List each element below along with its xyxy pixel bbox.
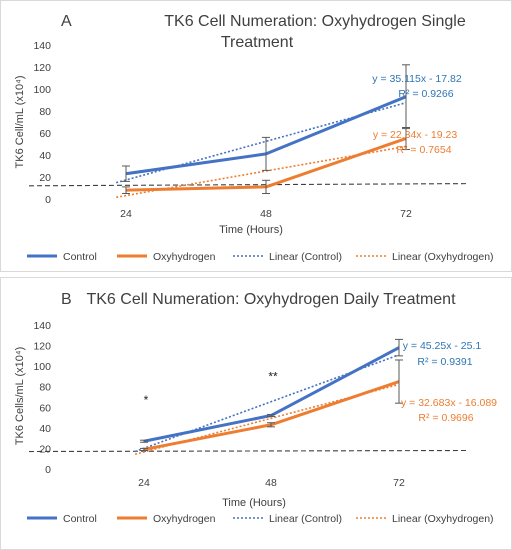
series-lines xyxy=(143,346,400,451)
y-tick-label: 100 xyxy=(33,361,51,373)
oxyhydrogen-r2: R² = 0.7654 xyxy=(396,144,451,156)
control-r2: R² = 0.9391 xyxy=(417,356,472,368)
x-tick-label: 24 xyxy=(120,208,132,220)
y-tick-label: 20 xyxy=(39,172,51,184)
chart-a-svg: A TK6 Cell Numeration: Oxyhydrogen Singl… xyxy=(14,13,494,263)
chart-title-line2: Treatment xyxy=(221,34,294,51)
legend: Control Oxyhydrogen Linear (Control) Lin… xyxy=(27,251,494,263)
x-tick-label: 24 xyxy=(138,477,150,489)
legend-label-linear-oxyhydrogen: Linear (Oxyhydrogen) xyxy=(392,251,494,263)
x-tick-labels: 24 48 72 xyxy=(120,208,412,220)
baseline-line xyxy=(28,183,470,187)
legend-label-control: Control xyxy=(63,513,97,525)
legend-label-linear-control: Linear (Control) xyxy=(269,513,342,525)
legend-label-control: Control xyxy=(63,251,97,263)
legend-label-linear-control: Linear (Control) xyxy=(269,251,342,263)
chart-b-svg: B TK6 Cell Numeration: Oxyhydrogen Daily… xyxy=(14,291,497,525)
y-tick-label: 140 xyxy=(33,320,51,332)
x-tick-label: 72 xyxy=(393,477,405,489)
x-axis-title: Time (Hours) xyxy=(222,497,286,509)
y-tick-label: 40 xyxy=(39,150,51,162)
error-bars xyxy=(122,64,410,194)
significance-marker: * xyxy=(144,393,149,407)
control-equation: y = 35.115x - 17.82 xyxy=(372,73,462,85)
legend-label-linear-oxyhydrogen: Linear (Oxyhydrogen) xyxy=(392,513,494,525)
significance-marker: ** xyxy=(268,369,278,383)
y-tick-labels: 0 20 40 60 80 100 120 140 xyxy=(33,40,51,206)
y-tick-label: 80 xyxy=(39,106,51,118)
oxyhydrogen-r2: R² = 0.9696 xyxy=(418,412,473,424)
panel-letter: B xyxy=(61,291,72,308)
baseline-dashed-line xyxy=(28,183,470,187)
baseline-dashed-line xyxy=(28,449,470,453)
y-tick-label: 60 xyxy=(39,402,51,414)
x-tick-label: 48 xyxy=(265,477,277,489)
y-tick-label: 40 xyxy=(39,423,51,435)
legend-label-oxyhydrogen: Oxyhydrogen xyxy=(153,251,216,263)
y-axis-title: TK6 Cell/mL (x10⁴) xyxy=(14,76,26,169)
control-equation: y = 45.25x - 25.1 xyxy=(403,340,482,352)
y-tick-label: 140 xyxy=(33,40,51,52)
x-tick-labels: 24 48 72 xyxy=(138,477,405,489)
x-tick-label: 72 xyxy=(400,208,412,220)
y-tick-label: 100 xyxy=(33,84,51,96)
oxyhydrogen-equation: y = 22.34x - 19.23 xyxy=(373,129,458,141)
chart-title: TK6 Cell Numeration: Oxyhydrogen Single xyxy=(164,13,466,30)
legend: Control Oxyhydrogen Linear (Control) Lin… xyxy=(27,513,494,525)
y-tick-label: 0 xyxy=(45,194,51,206)
panel-letter: A xyxy=(61,13,72,30)
trendlines xyxy=(115,101,407,199)
oxyhydrogen-equation: y = 32.683x - 16.089 xyxy=(401,397,497,409)
chart-panel-b: B TK6 Cell Numeration: Oxyhydrogen Daily… xyxy=(0,277,512,550)
baseline-line xyxy=(28,449,470,453)
control-r2: R² = 0.9266 xyxy=(398,88,453,100)
x-axis-title: Time (Hours) xyxy=(219,224,283,236)
x-tick-label: 48 xyxy=(260,208,272,220)
legend-label-oxyhydrogen: Oxyhydrogen xyxy=(153,513,216,525)
y-tick-labels: 0 20 40 60 80 100 120 140 xyxy=(33,320,51,476)
y-axis-title: TK6 Cells/mL (x10⁴) xyxy=(14,347,26,445)
y-tick-label: 120 xyxy=(33,62,51,74)
annotations: *** xyxy=(144,369,278,407)
chart-panel-a: A TK6 Cell Numeration: Oxyhydrogen Singl… xyxy=(0,0,512,272)
y-tick-label: 120 xyxy=(33,341,51,353)
y-tick-label: 60 xyxy=(39,128,51,140)
y-tick-label: 0 xyxy=(45,464,51,476)
chart-title: TK6 Cell Numeration: Oxyhydrogen Daily T… xyxy=(86,291,456,308)
y-tick-label: 20 xyxy=(39,443,51,455)
y-tick-label: 80 xyxy=(39,382,51,394)
error-bars xyxy=(140,338,403,451)
